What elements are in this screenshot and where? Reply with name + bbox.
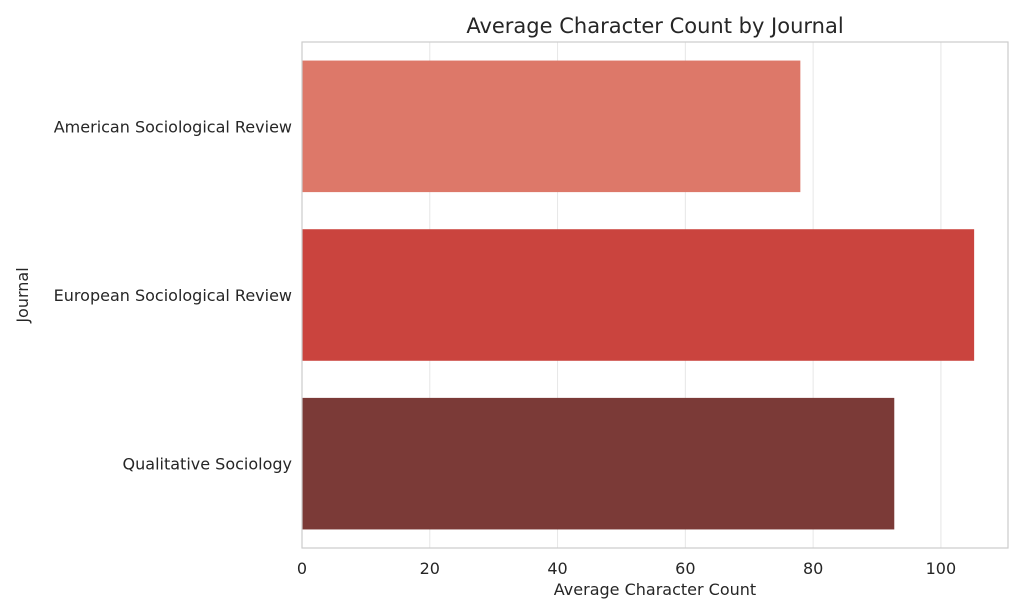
x-tick-label: 20: [420, 559, 440, 578]
bar: [302, 229, 975, 361]
plot-frame: [301, 41, 1009, 549]
y-axis-label: Journal: [13, 267, 32, 323]
chart-title: Average Character Count by Journal: [466, 14, 843, 38]
y-tick-label: Qualitative Sociology: [123, 455, 292, 474]
x-tick-label: 80: [803, 559, 823, 578]
x-tick-label: 40: [547, 559, 567, 578]
x-tick-label: 0: [297, 559, 307, 578]
bar: [302, 397, 895, 530]
x-axis-label: Average Character Count: [554, 580, 756, 599]
y-tick-labels: American Sociological Review European Soc…: [54, 117, 292, 473]
x-tick-label: 100: [926, 559, 957, 578]
y-tick-label: European Sociological Review: [54, 286, 292, 305]
y-tick-label: American Sociological Review: [54, 117, 292, 136]
x-tick-label: 60: [675, 559, 695, 578]
bars: [302, 60, 975, 530]
x-tick-labels: 0 20 40 60 80 100: [297, 559, 956, 578]
bar: [302, 60, 801, 193]
